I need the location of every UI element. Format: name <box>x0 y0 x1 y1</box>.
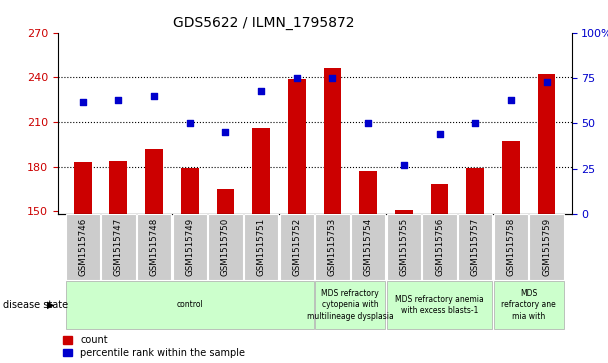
Text: GSM1515747: GSM1515747 <box>114 218 123 276</box>
Text: ▶: ▶ <box>47 300 55 310</box>
Text: GSM1515746: GSM1515746 <box>78 218 87 276</box>
Point <box>185 121 195 126</box>
Text: GSM1515759: GSM1515759 <box>542 218 551 276</box>
Text: GSM1515750: GSM1515750 <box>221 218 230 276</box>
Bar <box>209 214 243 280</box>
Legend: count, percentile rank within the sample: count, percentile rank within the sample <box>63 335 245 358</box>
Bar <box>109 160 127 363</box>
Bar <box>280 214 314 280</box>
Text: GSM1515758: GSM1515758 <box>506 218 516 276</box>
Bar <box>244 214 278 280</box>
Bar <box>423 214 457 280</box>
Bar <box>387 281 492 329</box>
Text: MDS
refractory ane
mia with: MDS refractory ane mia with <box>502 289 556 321</box>
Title: GDS5622 / ILMN_1795872: GDS5622 / ILMN_1795872 <box>173 16 354 30</box>
Text: GSM1515756: GSM1515756 <box>435 218 444 276</box>
Point <box>292 75 302 81</box>
Bar <box>359 171 377 363</box>
Bar <box>66 214 100 280</box>
Point <box>364 121 373 126</box>
Point <box>256 88 266 94</box>
Bar <box>530 214 564 280</box>
Bar <box>502 141 520 363</box>
Point <box>149 93 159 99</box>
Bar <box>74 162 92 363</box>
Bar <box>387 214 421 280</box>
Bar <box>102 214 136 280</box>
Bar <box>351 214 385 280</box>
Bar <box>316 281 385 329</box>
Text: GSM1515753: GSM1515753 <box>328 218 337 276</box>
Point <box>328 75 337 81</box>
Bar <box>537 74 556 363</box>
Bar <box>466 168 484 363</box>
Point <box>78 99 88 105</box>
Bar <box>137 214 171 280</box>
Bar <box>395 210 413 363</box>
Bar <box>181 168 199 363</box>
Bar <box>323 68 342 363</box>
Bar <box>458 214 492 280</box>
Point <box>114 97 123 103</box>
Point <box>399 162 409 168</box>
Bar <box>66 281 314 329</box>
Text: GSM1515748: GSM1515748 <box>150 218 159 276</box>
Text: MDS refractory
cytopenia with
multilineage dysplasia: MDS refractory cytopenia with multilinea… <box>307 289 394 321</box>
Text: GSM1515751: GSM1515751 <box>257 218 266 276</box>
Bar <box>145 149 163 363</box>
Bar <box>430 184 449 363</box>
Point <box>542 79 551 85</box>
Bar <box>316 214 350 280</box>
Point <box>221 130 230 135</box>
Text: GSM1515754: GSM1515754 <box>364 218 373 276</box>
Text: GSM1515752: GSM1515752 <box>292 218 302 276</box>
Bar <box>173 214 207 280</box>
Point <box>506 97 516 103</box>
Point <box>471 121 480 126</box>
Bar <box>494 214 528 280</box>
Text: GSM1515755: GSM1515755 <box>399 218 409 276</box>
Text: disease state: disease state <box>3 300 68 310</box>
Point <box>435 131 444 137</box>
Text: GSM1515757: GSM1515757 <box>471 218 480 276</box>
Bar <box>252 128 270 363</box>
Text: control: control <box>176 301 203 309</box>
Text: MDS refractory anemia
with excess blasts-1: MDS refractory anemia with excess blasts… <box>395 295 484 315</box>
Text: GSM1515749: GSM1515749 <box>185 218 195 276</box>
Bar <box>494 281 564 329</box>
Bar <box>288 79 306 363</box>
Bar <box>216 189 234 363</box>
